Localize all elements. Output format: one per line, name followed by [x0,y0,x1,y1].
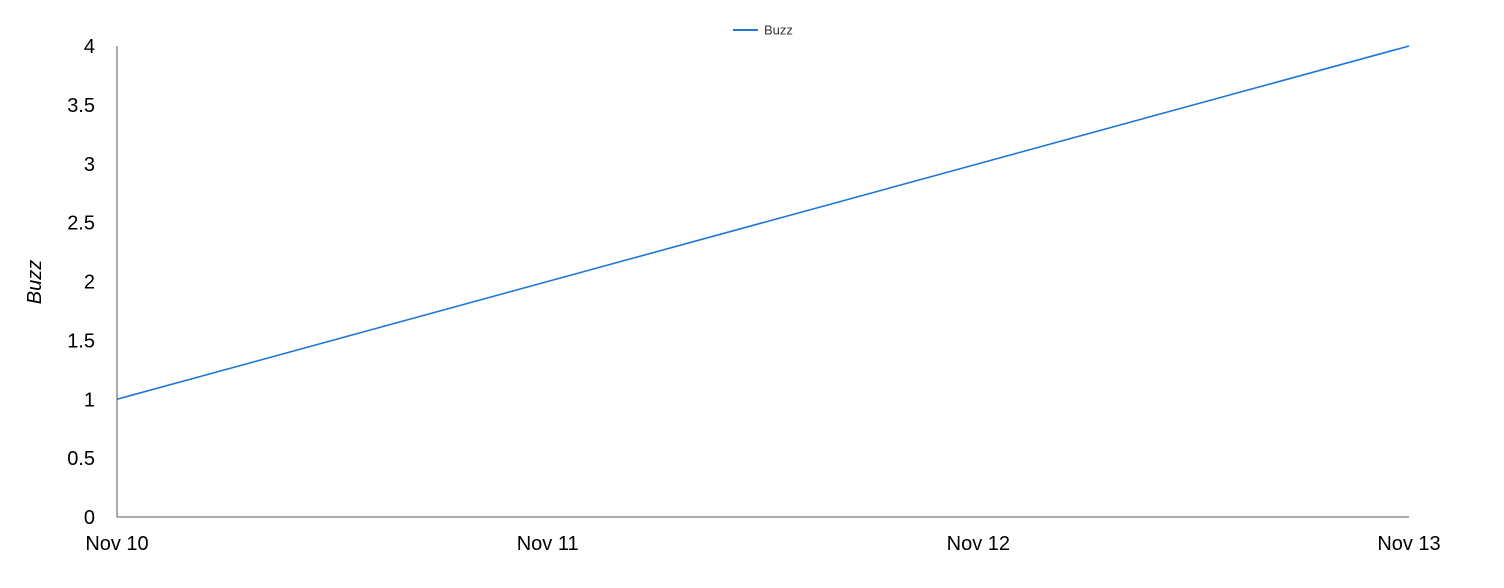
legend-label-buzz: Buzz [764,23,793,38]
y-axis-title: Buzz [24,260,46,304]
y-tick-label: 3.5 [67,95,95,117]
y-tick-label: 4 [84,36,95,58]
series-line-buzz [116,45,1410,401]
x-tick-label: Nov 11 [517,533,579,555]
x-axis-tick-labels: Nov 10 Nov 11 Nov 12 Nov 13 [85,533,1440,555]
y-tick-label: 1.5 [67,330,95,352]
y-tick-label: 2.5 [67,213,95,235]
y-tick-label: 0 [84,507,95,529]
y-axis-tick-labels: 0 0.5 1 1.5 2 2.5 3 3.5 4 [67,36,95,529]
series-layer [116,45,1410,401]
legend: Buzz [733,23,793,38]
y-tick-label: 0.5 [67,448,95,470]
x-tick-label: Nov 10 [85,533,148,555]
y-tick-label: 1 [84,389,95,411]
y-tick-label: 2 [84,272,95,294]
x-tick-label: Nov 13 [1377,533,1440,555]
x-tick-label: Nov 12 [947,533,1010,555]
y-tick-label: 3 [84,154,95,176]
